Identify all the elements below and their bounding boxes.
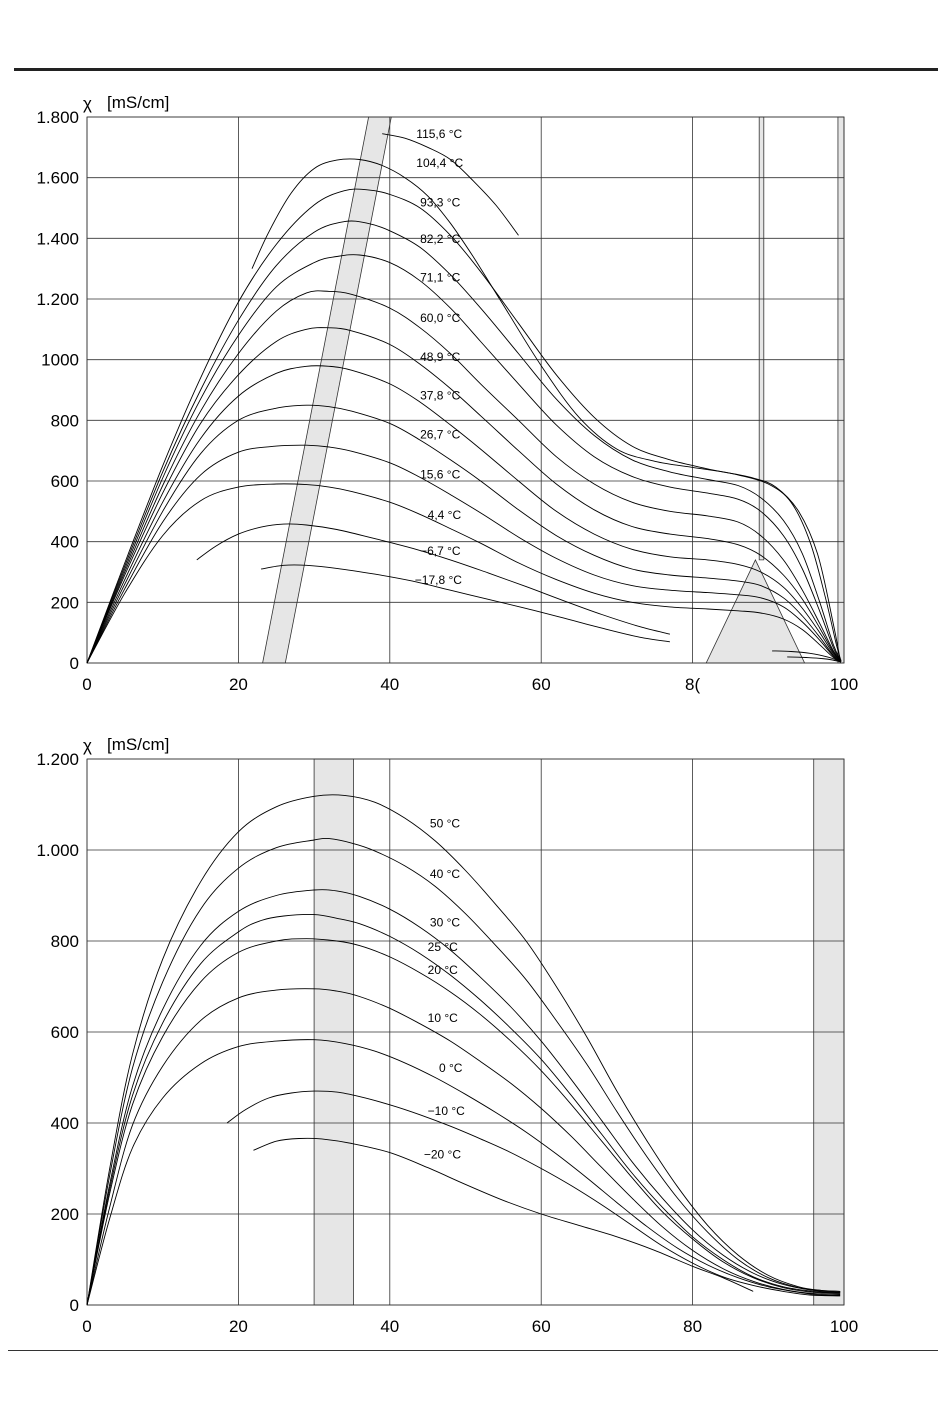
shaded-region-0 [262,116,392,664]
series-label-12: −17,8 °C [415,573,462,587]
series-line-3 [86,220,842,664]
series-label-3: 82,2 °C [420,232,460,246]
shaded-region-2 [758,116,765,561]
x-tick-label: 60 [532,1317,551,1336]
y-tick-label: 600 [51,472,79,491]
series-line-2 [86,188,842,664]
y-axis-unit: [mS/cm] [107,735,169,754]
series-label-7: −10 °C [428,1104,465,1118]
series-line-1 [86,837,841,1306]
y-tick-label: 400 [51,1114,79,1133]
series-line-6 [86,327,842,664]
y-tick-label: 1.800 [36,108,79,127]
series-label-4: 20 °C [428,963,458,977]
series-line-4 [86,938,841,1306]
series-label-11: −6,7 °C [420,544,461,558]
x-tick-label: 0 [82,1317,91,1336]
x-tick-label: 40 [380,675,399,694]
series-label-3: 25 °C [428,940,458,954]
x-tick-label: 20 [229,1317,248,1336]
y-axis-unit: [mS/cm] [107,93,169,112]
series-line-5 [86,988,841,1306]
series-label-1: 104,4 °C [416,156,463,170]
series-label-5: 10 °C [428,1011,458,1025]
series-label-5: 60,0 °C [420,311,460,325]
series-line-0 [86,794,841,1306]
y-tick-label: 600 [51,1023,79,1042]
y-tick-label: 1.200 [36,750,79,769]
series-line-8 [253,1137,754,1292]
y-tick-label: 800 [51,932,79,951]
y-tick-label: 1.400 [36,229,79,248]
series-line-14 [787,656,842,663]
series-label-6: 48,9 °C [420,350,460,364]
series-line-1 [251,158,841,661]
series-line-5 [86,290,842,664]
series-line-6 [86,1039,841,1306]
x-tick-label: 100 [830,675,858,694]
series-label-10: 4,4 °C [428,508,462,522]
series-line-2 [86,889,841,1306]
series-line-9 [86,444,842,664]
x-tick-label: 20 [229,675,248,694]
x-tick-label: 40 [380,1317,399,1336]
x-tick-label: 8( [685,675,700,694]
y-axis-symbol: χ [83,94,92,113]
x-tick-label: 60 [532,675,551,694]
y-tick-label: 1000 [41,351,79,370]
series-label-2: 30 °C [430,915,460,929]
y-tick-label: 200 [51,593,79,612]
y-tick-label: 1.000 [36,841,79,860]
chart-1: 0 20 40 60 8(100020040060080010001.2001.4001… [36,93,858,694]
bottom-rule [8,1350,938,1351]
plot-frame [86,116,845,664]
series-line-10 [86,483,842,664]
plot-frame [86,758,845,1306]
series-line-3 [86,914,841,1306]
series-line-4 [86,254,842,664]
series-line-7 [86,365,842,664]
y-tick-label: 200 [51,1205,79,1224]
y-axis-symbol: χ [83,736,92,755]
series-label-8: 26,7 °C [420,428,460,442]
y-tick-label: 1.200 [36,290,79,309]
x-tick-label: 80 [683,1317,702,1336]
series-label-4: 71,1 °C [420,270,460,284]
series-line-11 [196,523,671,635]
series-label-0: 50 °C [430,816,460,830]
y-tick-label: 0 [70,654,79,673]
top-rule [14,68,938,71]
y-tick-label: 800 [51,411,79,430]
series-label-7: 37,8 °C [420,389,460,403]
series-line-0 [382,133,519,236]
x-tick-label: 0 [82,675,91,694]
series-label-8: −20 °C [424,1147,461,1161]
series-line-7 [226,1090,841,1297]
y-tick-label: 0 [70,1296,79,1315]
series-label-6: 0 °C [439,1061,463,1075]
series-label-1: 40 °C [430,867,460,881]
y-tick-label: 1.600 [36,169,79,188]
series-line-8 [86,404,842,664]
series-label-0: 115,6 °C [416,127,462,141]
series-line-13 [772,650,842,663]
series-label-9: 15,6 °C [420,468,460,482]
y-tick-label: 400 [51,533,79,552]
x-tick-label: 100 [830,1317,858,1336]
shaded-region-3 [837,116,845,664]
series-label-2: 93,3 °C [420,195,460,209]
series-line-12 [261,564,670,643]
